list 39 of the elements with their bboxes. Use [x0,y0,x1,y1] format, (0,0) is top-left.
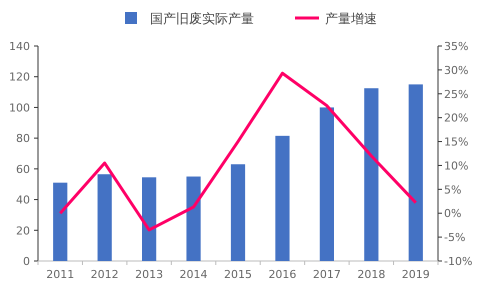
y-tick-label: 140 [9,40,30,53]
y2-tick-label: -10% [444,255,472,268]
y-tick-label: 40 [16,194,30,207]
y2-tick-label: 35% [444,40,468,53]
legend-label: 产量增速 [325,12,377,27]
x-tick-label: 2019 [402,268,430,281]
x-tick-label: 2016 [268,268,296,281]
bar [53,182,68,261]
x-tick-label: 2011 [46,268,74,281]
y-tick-label: 120 [9,70,30,84]
bar [186,176,201,261]
y-tick-label: 20 [16,224,30,238]
y-tick-label: 100 [9,101,30,114]
x-tick-label: 2012 [90,268,119,281]
bar [408,84,423,261]
y-tick-label: 80 [16,132,30,146]
legend-label: 国产旧废实际产量 [150,12,254,27]
y2-tick-label: 30% [444,64,468,77]
y-tick-label: 0 [23,255,30,268]
y2-tick-label: 25% [444,88,468,101]
y2-tick-label: 20% [444,112,468,125]
y2-tick-label: -5% [444,231,466,244]
y-tick-label: 60 [16,162,30,176]
bar [320,107,334,261]
y2-tick-label: 15% [444,136,468,149]
x-tick-label: 2018 [357,268,386,281]
x-tick-label: 2015 [224,268,252,281]
line-series [58,72,418,232]
y2-tick-label: 0% [444,207,462,220]
y2-tick-label: 10% [444,159,468,172]
bar [364,88,378,261]
x-tick-label: 2017 [312,268,341,281]
bar [230,164,246,261]
bar [142,177,156,261]
x-tick-label: 2014 [180,268,208,281]
bar [98,174,112,261]
y2-tick-label: 5% [444,183,462,196]
x-tick-label: 2013 [135,268,164,281]
bar [275,136,290,261]
